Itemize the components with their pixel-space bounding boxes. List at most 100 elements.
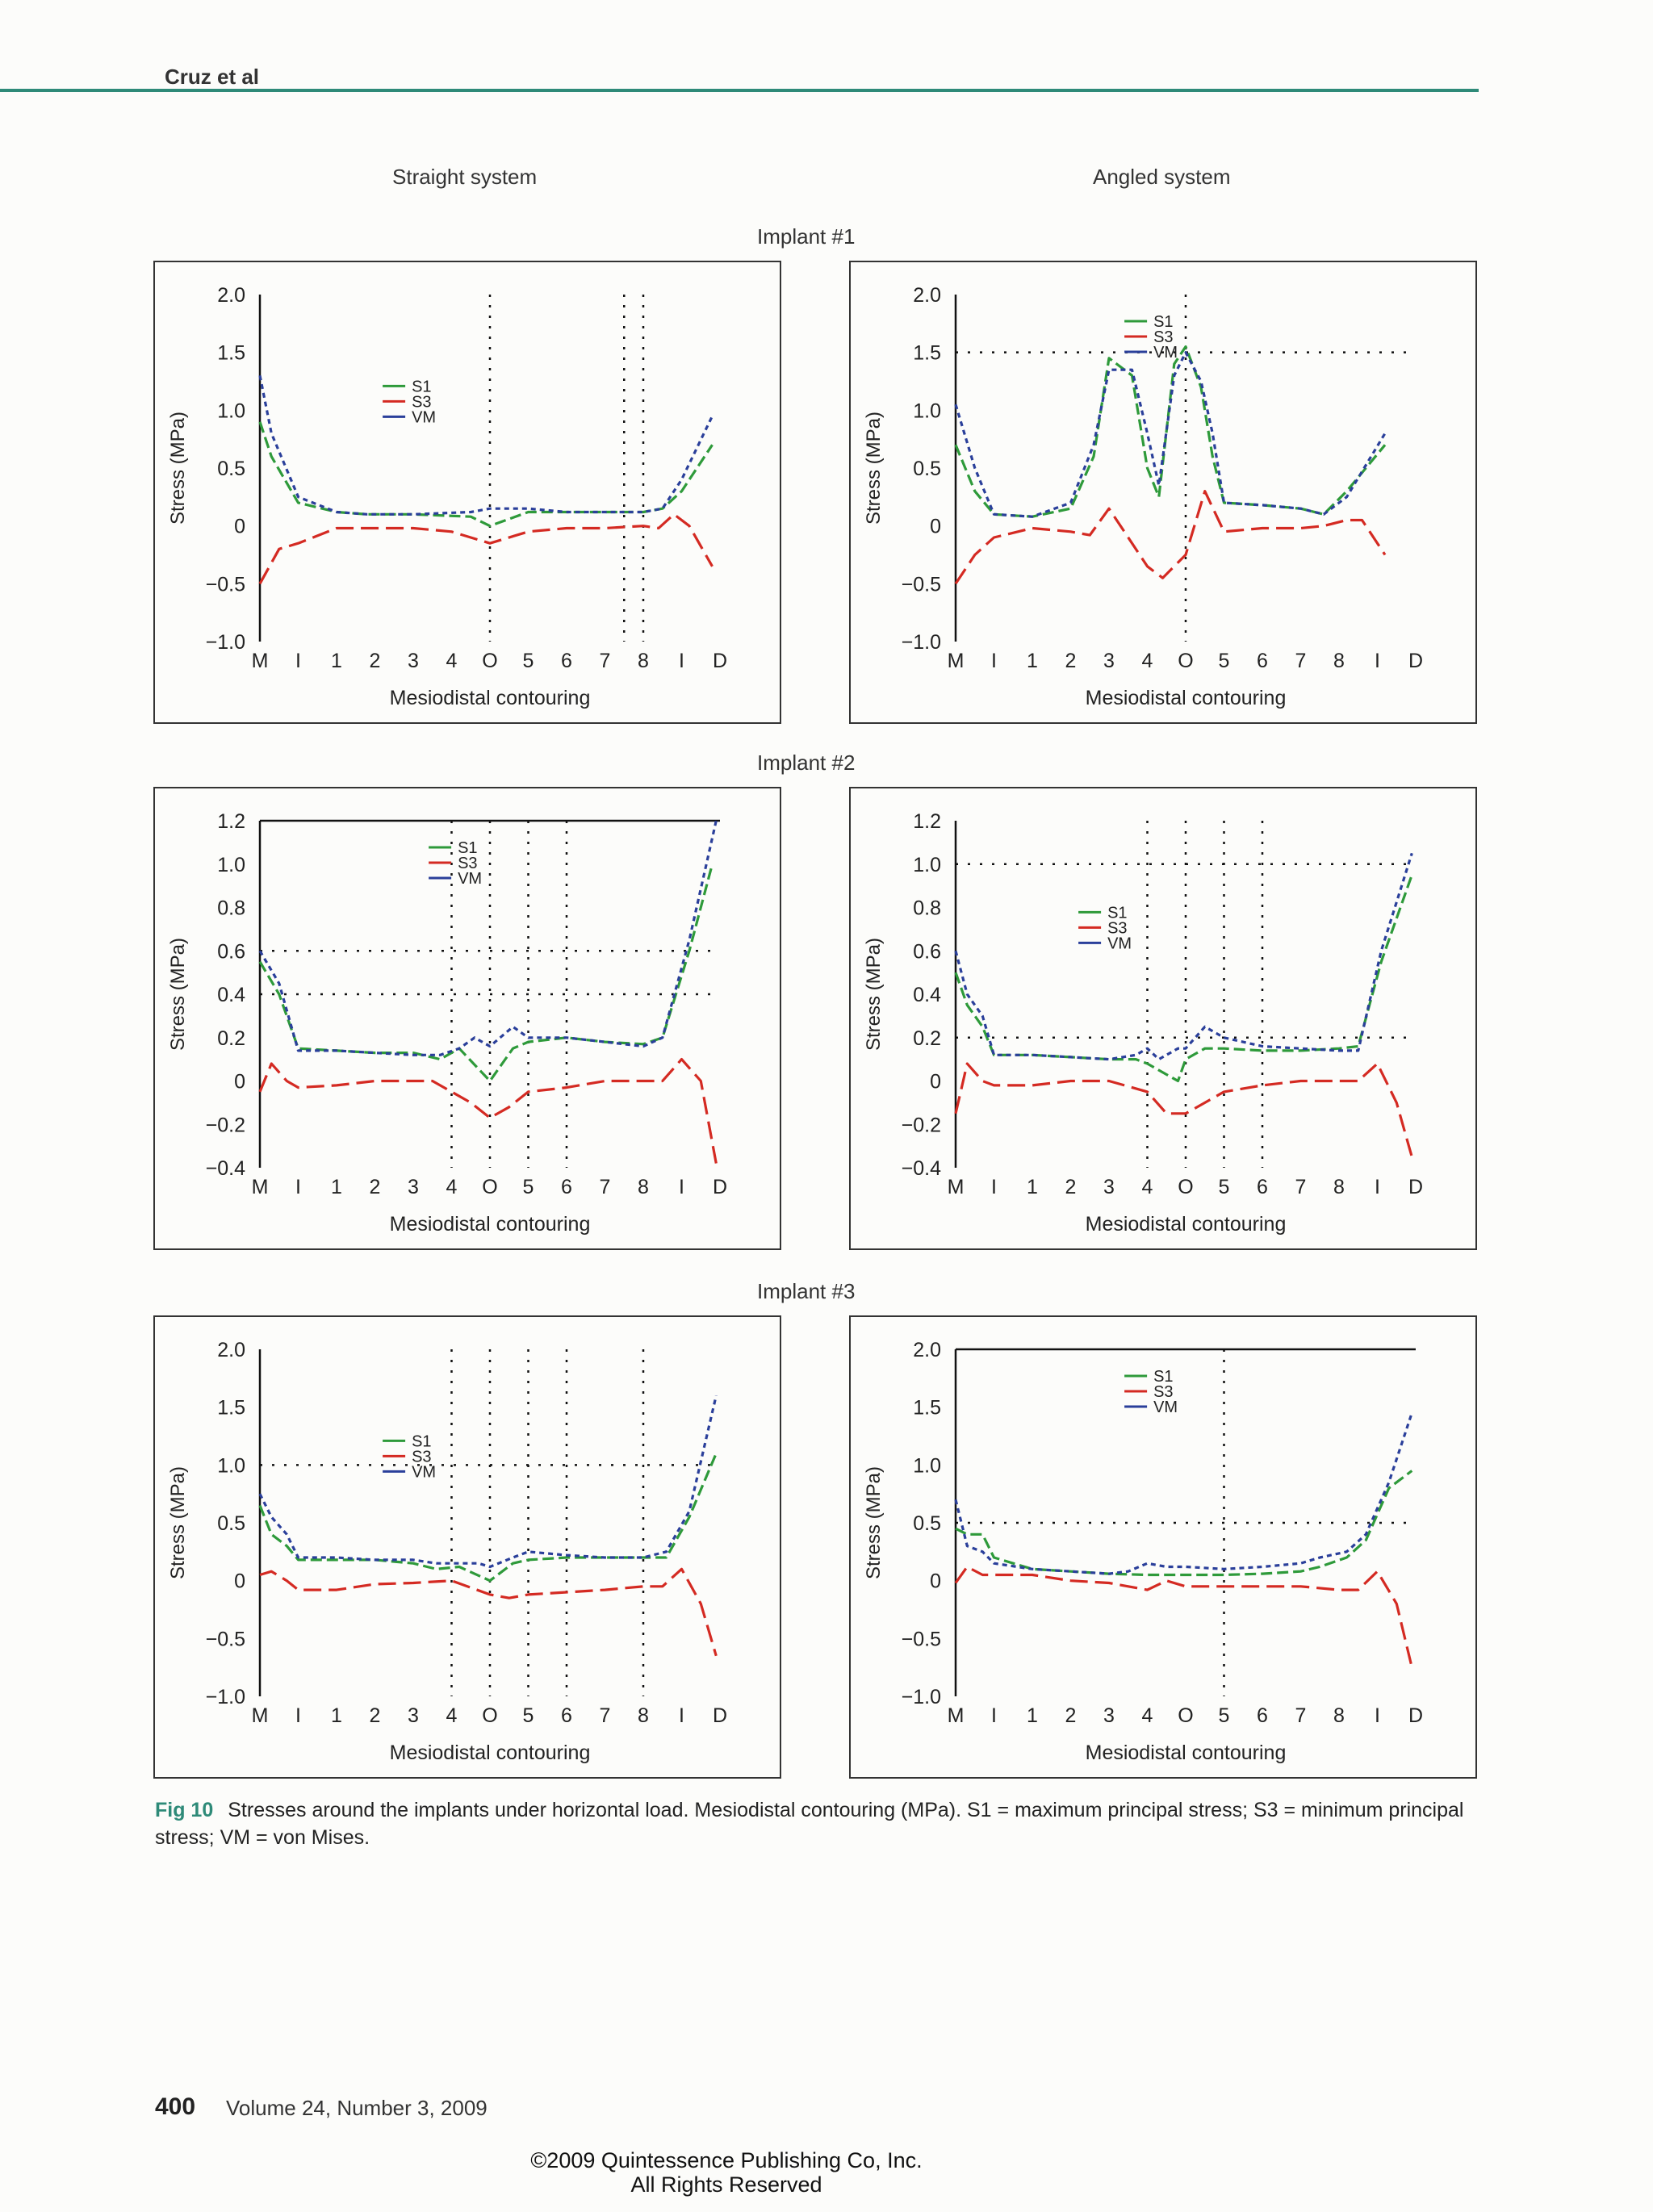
x-tick-label: 8	[1333, 1176, 1345, 1198]
y-tick-label: 0.5	[913, 458, 941, 480]
chart-implant1-angled: 2.0 1.5 1.0 0.5 0 −0.5 −1.0 M I 1 2 3 4 O 5 6 7 8 I D Mesiod…	[863, 284, 1423, 709]
y-tick-label: 0	[930, 1071, 941, 1093]
series-line-vm	[258, 1395, 718, 1569]
y-tick-label: 1.0	[913, 399, 941, 422]
chart-panel-implant2-angled: 1.2 1.0 0.8 0.6 0.4 0.2 0 −0.2 −0.4 M I 1 2 3 4 O 5 6 7 8 I D…	[849, 787, 1477, 1250]
series-line-s1	[955, 1470, 1413, 1577]
y-tick-label: 0	[234, 1570, 245, 1593]
x-tick-label: 5	[523, 1704, 534, 1727]
x-tick-label: 5	[1219, 1704, 1230, 1727]
y-tick-label: 0	[930, 1570, 941, 1593]
x-tick-label: 7	[1295, 1704, 1307, 1727]
y-tick-label: 0.6	[913, 940, 941, 963]
series-line-s3	[258, 1058, 718, 1164]
series-line-s3	[954, 490, 1387, 585]
chart-panel-implant1-angled: 2.0 1.5 1.0 0.5 0 −0.5 −1.0 M I 1 2 3 4 O 5 6 7 8 I D Mesiod…	[849, 261, 1477, 724]
x-axis-label: Mesiodistal contouring	[390, 1742, 591, 1764]
legend-label-s3: S3	[1153, 1383, 1173, 1401]
x-tick-label: D	[713, 1176, 727, 1198]
x-tick-label: 1	[331, 650, 342, 672]
x-tick-label: 6	[1257, 1176, 1268, 1198]
x-tick-label: 2	[370, 650, 381, 672]
x-tick-label: M	[948, 1176, 965, 1198]
y-tick-label: −0.2	[902, 1114, 941, 1136]
x-tick-label: 4	[1142, 650, 1153, 672]
x-tick-label: O	[1178, 1704, 1193, 1727]
x-tick-label: 3	[408, 650, 419, 672]
x-tick-label: 2	[1065, 1176, 1077, 1198]
y-tick-label: 0.4	[217, 984, 245, 1006]
x-tick-label: 5	[523, 1176, 534, 1198]
series-line-vm	[954, 852, 1413, 1061]
x-tick-label: M	[948, 650, 965, 672]
figure-label: Fig 10	[155, 1799, 214, 1821]
y-tick-label: 2.0	[913, 1339, 941, 1361]
x-tick-label: 5	[1219, 650, 1230, 672]
legend-label-s1: S1	[412, 1432, 431, 1450]
y-tick-label: 1.0	[913, 854, 941, 876]
x-tick-label: 3	[1103, 1704, 1115, 1727]
y-tick-label: 1.5	[217, 342, 245, 365]
x-tick-label: I	[991, 650, 997, 672]
chart-panel-implant3-angled: 2.0 1.5 1.0 0.5 0 −0.5 −1.0 M I 1 2 3 4 O 5 6 7 8 I D Mesiod…	[849, 1315, 1477, 1779]
x-tick-label: 4	[446, 650, 458, 672]
implant-label-1: Implant #1	[757, 224, 856, 249]
legend-label-s3: S3	[458, 855, 477, 872]
x-tick-label: M	[252, 650, 269, 672]
y-axis-label: Stress (MPa)	[863, 938, 885, 1051]
y-tick-label: −0.5	[206, 573, 245, 596]
series-line-vm	[954, 351, 1387, 518]
x-tick-label: 8	[1333, 1704, 1345, 1727]
x-tick-label: D	[713, 1704, 727, 1727]
x-tick-label: 1	[1027, 650, 1038, 672]
series-line-s1	[258, 1453, 718, 1583]
legend-label-s1: S1	[412, 378, 431, 395]
x-tick-label: 8	[638, 1704, 649, 1727]
x-tick-label: 5	[523, 650, 534, 672]
y-axis-label: Stress (MPa)	[167, 412, 189, 525]
legend-label-s1: S1	[1153, 313, 1173, 331]
y-tick-label: 0.6	[217, 940, 245, 963]
y-tick-label: −0.5	[902, 1628, 941, 1650]
y-axis-label: Stress (MPa)	[167, 1466, 189, 1579]
y-tick-label: −1.0	[902, 631, 941, 654]
x-axis-label: Mesiodistal contouring	[1086, 687, 1287, 709]
chart-implant3-straight: 2.0 1.5 1.0 0.5 0 −0.5 −1.0 M I 1 2 3 4 O 5 6 7 8 I D Mesiod…	[167, 1339, 727, 1764]
implant-label-3: Implant #3	[757, 1279, 856, 1303]
series-line-s1	[954, 345, 1387, 518]
x-tick-label: I	[295, 650, 301, 672]
x-tick-label: 7	[600, 650, 611, 672]
y-tick-label: 0.5	[217, 458, 245, 480]
y-tick-label: −1.0	[206, 1686, 245, 1708]
x-tick-label: 2	[370, 1704, 381, 1727]
x-tick-label: M	[948, 1704, 965, 1727]
y-tick-label: −0.5	[206, 1628, 245, 1650]
x-tick-label: 6	[561, 650, 572, 672]
x-tick-label: 7	[1295, 650, 1307, 672]
x-tick-label: 8	[1333, 650, 1345, 672]
chart-panel-implant3-straight: 2.0 1.5 1.0 0.5 0 −0.5 −1.0 M I 1 2 3 4 O 5 6 7 8 I D Mesiod…	[153, 1315, 781, 1779]
figure-caption: Fig 10 Stresses around the implants under…	[155, 1796, 1487, 1851]
x-tick-label: O	[482, 1704, 497, 1727]
x-tick-label: 6	[561, 1704, 572, 1727]
legend-label-s3: S3	[1153, 328, 1173, 346]
y-tick-label: 0	[234, 516, 245, 538]
y-tick-label: 1.0	[217, 399, 245, 422]
journal-citation: Volume 24, Number 3, 2009	[226, 2096, 488, 2120]
figure-caption-text: Stresses around the implants under horiz…	[155, 1799, 1464, 1849]
legend-label-vm: VM	[1153, 344, 1178, 362]
series-line-vm	[954, 1412, 1413, 1575]
legend-label-s3: S3	[1107, 919, 1127, 937]
x-tick-label: 1	[1027, 1704, 1038, 1727]
x-tick-label: 2	[1065, 650, 1077, 672]
series-line-s1	[954, 874, 1413, 1083]
y-tick-label: 0.5	[913, 1512, 941, 1535]
y-tick-label: 0	[930, 516, 941, 538]
implant-label-2: Implant #2	[757, 751, 856, 775]
x-tick-label: 6	[561, 1176, 572, 1198]
y-tick-label: −0.4	[902, 1157, 941, 1180]
y-tick-label: 2.0	[913, 284, 941, 307]
x-tick-label: I	[679, 1704, 684, 1727]
legend-label-s3: S3	[412, 1448, 431, 1466]
chart-implant2-straight: 1.2 1.0 0.8 0.6 0.4 0.2 0 −0.2 −0.4 M I 1 2 3 4 O 5 6 7 8 I D…	[167, 810, 727, 1236]
